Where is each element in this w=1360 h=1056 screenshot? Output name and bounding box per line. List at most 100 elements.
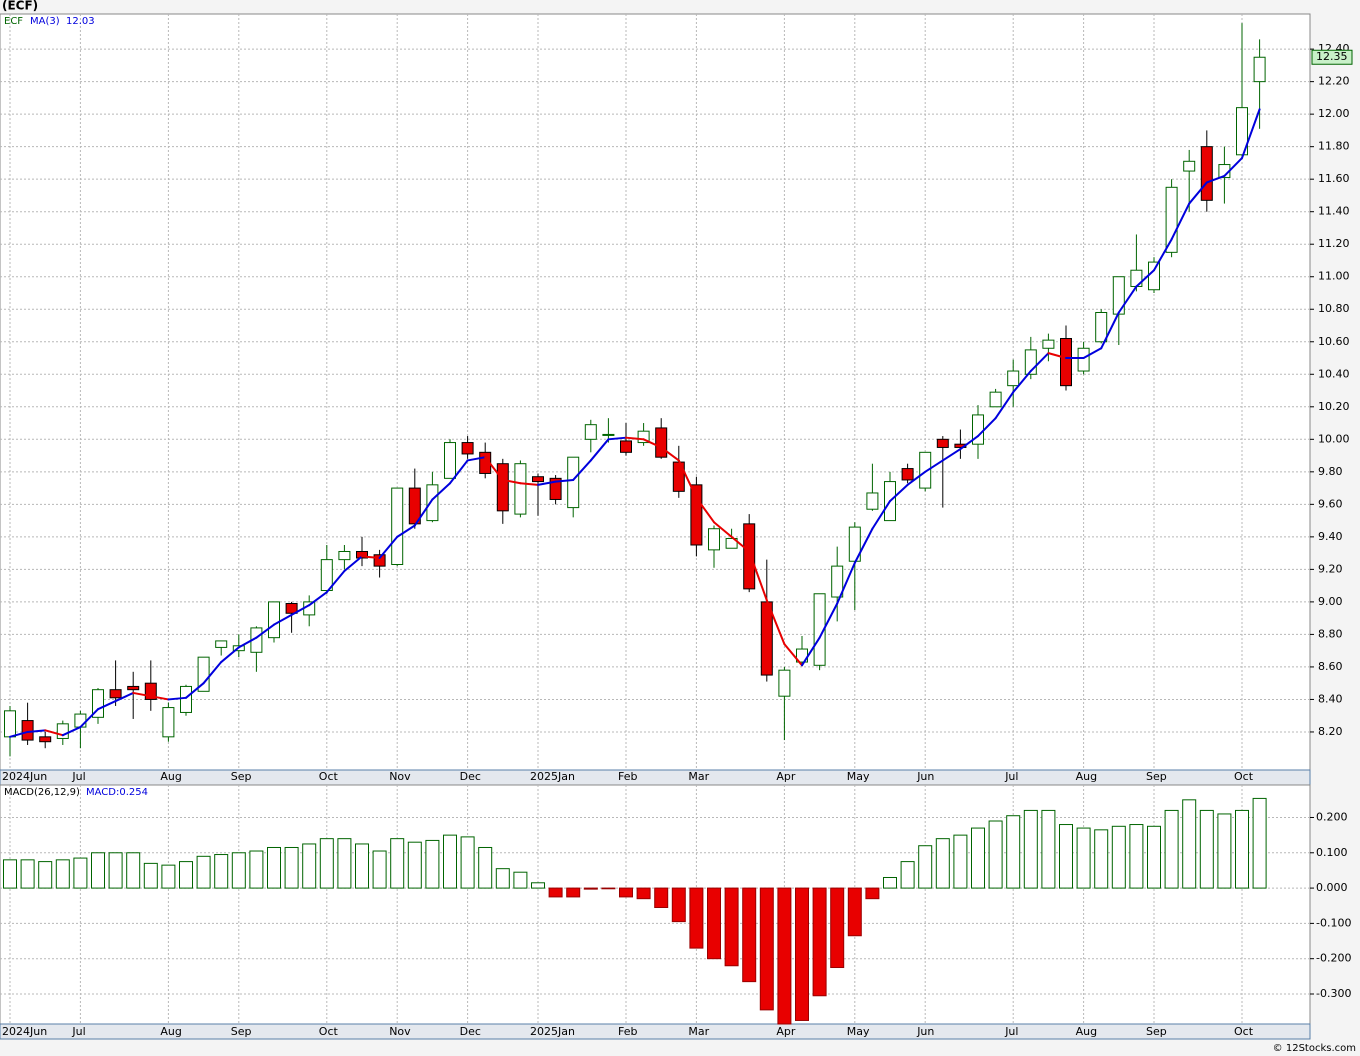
ma-line bbox=[466, 456, 487, 462]
macd-bar bbox=[830, 887, 845, 969]
y-tick-label: 8.40 bbox=[1318, 692, 1343, 705]
y-tick-label: 9.40 bbox=[1318, 530, 1343, 543]
macd-bar bbox=[953, 834, 968, 889]
ma-line bbox=[1205, 174, 1226, 184]
candle-body bbox=[162, 707, 175, 738]
macd-bar bbox=[196, 855, 211, 889]
macd-bar bbox=[759, 887, 774, 1011]
y-tick-label: 11.40 bbox=[1318, 205, 1350, 218]
macd-legend: MACD(26,12,9) bbox=[4, 787, 80, 798]
candle-body bbox=[1077, 347, 1090, 372]
x-tick-label: May bbox=[847, 770, 870, 783]
macd-bar bbox=[161, 864, 176, 889]
candle-body bbox=[1024, 349, 1037, 375]
macd-bar bbox=[1094, 829, 1109, 889]
macd-bar bbox=[971, 827, 985, 889]
macd-bar bbox=[1129, 824, 1144, 889]
ma-line bbox=[889, 483, 909, 503]
candle-body bbox=[919, 451, 932, 489]
macd-legend-value: MACD:0.254 bbox=[86, 787, 148, 798]
y-tick-label: 0.000 bbox=[1316, 881, 1348, 894]
candle-body bbox=[180, 685, 192, 713]
ma-line bbox=[255, 623, 275, 639]
ma-line bbox=[871, 500, 891, 530]
candle-body bbox=[584, 424, 597, 440]
y-tick-label: 10.60 bbox=[1318, 335, 1350, 348]
ma-line bbox=[501, 478, 522, 485]
ma-line bbox=[519, 482, 539, 486]
macd-bar bbox=[214, 854, 229, 889]
macd-bar bbox=[284, 846, 299, 889]
candle-body bbox=[39, 736, 52, 743]
x-tick-label: Mar bbox=[688, 770, 709, 783]
x-tick-label: Aug bbox=[160, 1025, 181, 1038]
macd-bar bbox=[143, 862, 158, 889]
macd-bar bbox=[1076, 827, 1091, 889]
x-tick-label: 2025Jan bbox=[530, 1025, 575, 1038]
x-tick-label: 2025Jan bbox=[530, 770, 575, 783]
macd-bar bbox=[478, 846, 493, 889]
candle-body bbox=[831, 565, 844, 598]
ma-line bbox=[941, 448, 962, 462]
y-tick-label: 12.00 bbox=[1318, 107, 1350, 120]
x-tick-label: Jul bbox=[71, 770, 85, 783]
candle-body bbox=[813, 593, 826, 666]
x-tick-label: Feb bbox=[618, 1025, 637, 1038]
candle-body bbox=[1095, 311, 1108, 343]
y-tick-label: 10.80 bbox=[1318, 302, 1350, 315]
candle-body bbox=[21, 720, 34, 741]
macd-bar bbox=[583, 887, 598, 890]
macd-bar bbox=[1182, 799, 1197, 889]
candle-body bbox=[56, 723, 69, 739]
y-tick-label: 12.20 bbox=[1318, 75, 1350, 88]
x-tick-label: Oct bbox=[1234, 770, 1254, 783]
ma-line bbox=[1082, 347, 1103, 360]
macd-bar bbox=[302, 843, 317, 889]
ma-line bbox=[537, 480, 557, 486]
ma-line bbox=[1029, 352, 1050, 373]
candle-body bbox=[901, 468, 914, 481]
y-tick-label: 11.60 bbox=[1318, 172, 1350, 185]
ma-line bbox=[202, 661, 223, 685]
price-panel bbox=[0, 13, 1311, 771]
x-tick-label: Nov bbox=[389, 1025, 411, 1038]
ma-line bbox=[625, 436, 645, 441]
x-tick-label: Dec bbox=[460, 770, 481, 783]
ma-line bbox=[801, 636, 821, 667]
ma-line bbox=[26, 729, 47, 733]
macd-bar bbox=[847, 887, 862, 937]
y-tick-label: 8.80 bbox=[1318, 627, 1343, 640]
ma-line bbox=[994, 391, 1015, 420]
candle-body bbox=[760, 601, 773, 676]
x-tick-label: Sep bbox=[231, 770, 252, 783]
ma-line bbox=[853, 527, 874, 564]
candle-body bbox=[989, 391, 1002, 408]
x-axis-band bbox=[0, 1023, 1311, 1040]
macd-bar bbox=[601, 887, 616, 890]
candle-body bbox=[496, 463, 509, 512]
candle-body bbox=[936, 438, 949, 448]
ma-line bbox=[97, 700, 117, 711]
y-tick-label: 11.00 bbox=[1318, 270, 1350, 283]
ma-line bbox=[9, 730, 29, 738]
macd-bar bbox=[108, 852, 123, 889]
macd-bar bbox=[443, 834, 457, 889]
candle-body bbox=[1253, 56, 1266, 83]
macd-bar bbox=[795, 887, 809, 1021]
candle-body bbox=[1060, 338, 1072, 387]
macd-bar bbox=[425, 839, 440, 889]
x-tick-label: Oct bbox=[319, 770, 339, 783]
x-tick-label: Dec bbox=[460, 1025, 481, 1038]
candle-body bbox=[1183, 160, 1196, 172]
ma-line bbox=[1170, 202, 1191, 241]
candle-body bbox=[1042, 339, 1055, 349]
macd-bar bbox=[654, 887, 669, 909]
x-tick-label: Jul bbox=[71, 1025, 85, 1038]
macd-bar bbox=[548, 887, 563, 898]
macd-bar bbox=[73, 857, 88, 889]
ma-line bbox=[114, 691, 135, 703]
macd-bar bbox=[742, 887, 757, 983]
candle-body bbox=[602, 433, 615, 436]
macd-bar bbox=[1252, 797, 1267, 889]
